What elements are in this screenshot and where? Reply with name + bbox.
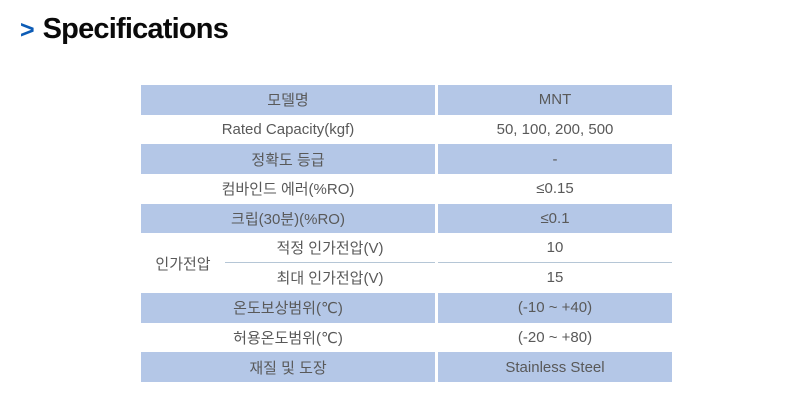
specifications-table: 모델명 MNT Rated Capacity(kgf) 50, 100, 200… — [141, 85, 672, 382]
group-label: 인가전압 — [155, 255, 211, 273]
spec-value: ≤0.15 — [536, 180, 574, 198]
spec-value: ≤0.1 — [438, 203, 672, 234]
spec-label: 허용온도범위(℃) — [233, 329, 343, 347]
table-row-compensated-temp-range: 온도보상범위(℃) (-10 ~ +40) — [141, 292, 672, 323]
page-title-text: Specifications — [42, 13, 229, 45]
spec-label: 컴바인드 에러(%RO) — [221, 181, 355, 199]
group-subrows: 적정 인가전압(V) 10 최대 인가전압(V) 15 — [225, 233, 672, 292]
spec-label: 온도보상범위(℃) — [141, 292, 435, 323]
spec-sublabel: 최대 인가전압(V) — [276, 270, 384, 288]
table-subrow-maximum-voltage: 최대 인가전압(V) 15 — [225, 263, 672, 293]
table-row-group-excitation-voltage: 인가전압 적정 인가전압(V) 10 최대 인가전압(V) 15 — [141, 233, 672, 292]
spec-value: - — [438, 144, 672, 175]
spec-value: (-10 ~ +40) — [438, 292, 672, 323]
spec-label: 재질 및 도장 — [141, 352, 435, 382]
spec-sublabel: 적정 인가전압(V) — [225, 233, 435, 264]
chevron-right-icon: > — [20, 16, 35, 45]
table-subrow-recommended-voltage: 적정 인가전압(V) 10 — [225, 233, 672, 264]
spec-value: (-20 ~ +80) — [517, 328, 593, 346]
table-row-rated-capacity: Rated Capacity(kgf) 50, 100, 200, 500 — [141, 115, 672, 145]
spec-value: MNT — [438, 85, 672, 115]
spec-value: 15 — [546, 269, 564, 287]
table-row-creep: 크립(30분)(%RO) ≤0.1 — [141, 203, 672, 234]
spec-label: Rated Capacity(kgf) — [221, 121, 355, 139]
spec-value: 10 — [438, 233, 672, 264]
page-title: > Specifications — [20, 13, 229, 46]
table-row-material-coating: 재질 및 도장 Stainless Steel — [141, 352, 672, 382]
table-row-accuracy-class: 정확도 등급 - — [141, 144, 672, 175]
spec-label: 정확도 등급 — [141, 144, 435, 175]
spec-label: 크립(30분)(%RO) — [141, 203, 435, 234]
spec-value: 50, 100, 200, 500 — [496, 121, 614, 139]
table-row-operating-temp-range: 허용온도범위(℃) (-20 ~ +80) — [141, 323, 672, 353]
spec-value: Stainless Steel — [438, 352, 672, 382]
table-row-combined-error: 컴바인드 에러(%RO) ≤0.15 — [141, 174, 672, 204]
spec-label: 모델명 — [141, 85, 435, 115]
table-row-model-name: 모델명 MNT — [141, 85, 672, 115]
